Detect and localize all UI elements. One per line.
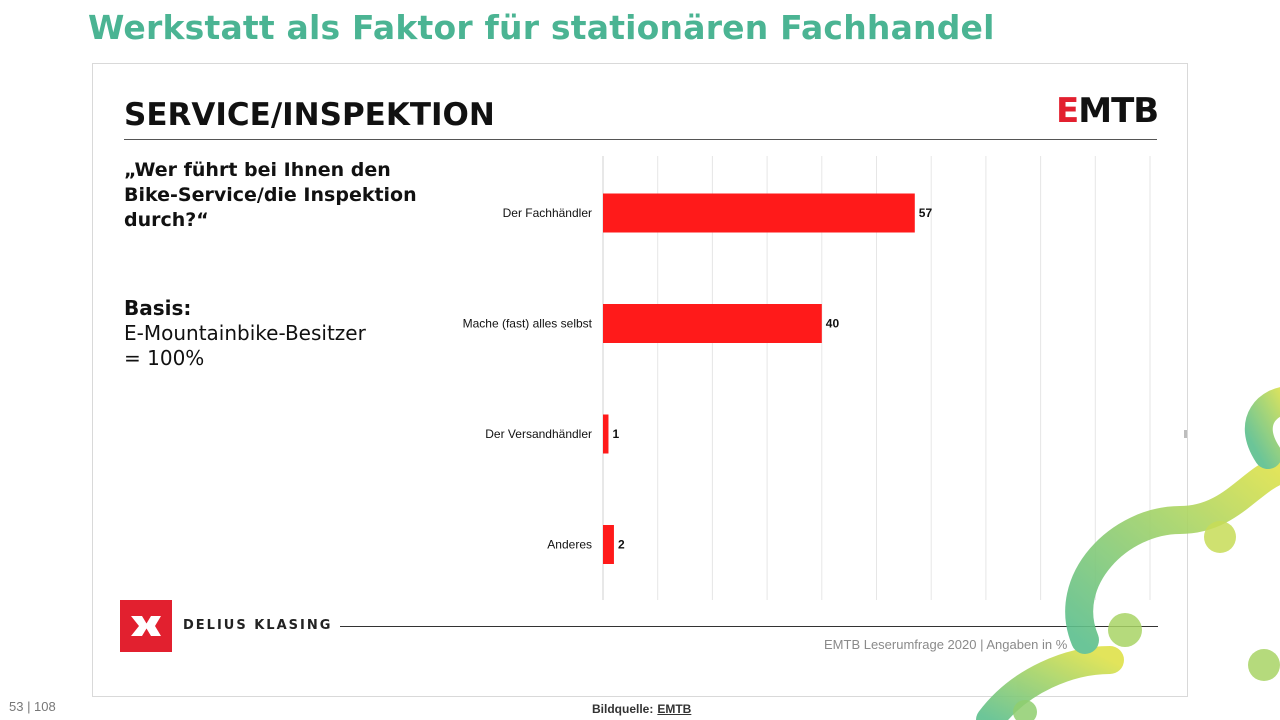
bar bbox=[603, 525, 614, 564]
data-label: 40 bbox=[826, 317, 840, 331]
basis-label: Basis: bbox=[124, 296, 192, 320]
chain-hole-shape bbox=[1204, 521, 1236, 553]
category-label: Mache (fast) alles selbst bbox=[463, 317, 593, 331]
chain-link-shape bbox=[1244, 387, 1280, 469]
basis-line-2: = 100% bbox=[124, 346, 205, 370]
basis-line-1: E-Mountainbike-Besitzer bbox=[124, 321, 366, 345]
scroll-marker bbox=[1184, 430, 1187, 438]
chain-hole-shape bbox=[1248, 649, 1280, 681]
bar bbox=[603, 414, 609, 454]
data-label: 57 bbox=[919, 206, 933, 220]
basis-block: Basis: E-Mountainbike-Besitzer = 100% bbox=[124, 296, 366, 371]
category-label: Der Versandhändler bbox=[485, 427, 592, 441]
category-label: Anderes bbox=[547, 538, 592, 552]
heading-divider bbox=[124, 139, 1157, 140]
footer-divider bbox=[340, 626, 1158, 627]
survey-question: „Wer führt bei Ihnen den Bike-Service/di… bbox=[124, 159, 417, 231]
dk-mark-icon bbox=[131, 616, 161, 636]
page-title: Werkstatt als Faktor für stationären Fac… bbox=[88, 8, 995, 47]
page-number: 53 | 108 bbox=[9, 699, 56, 714]
delius-klasing-logo bbox=[120, 600, 172, 652]
slide-image: SERVICE/INSPEKTION EMTB „Wer führt bei I… bbox=[92, 63, 1188, 697]
publisher-name: DELIUS KLASING bbox=[183, 618, 333, 633]
image-credit: Bildquelle: EMTB bbox=[592, 702, 692, 716]
bar bbox=[603, 304, 822, 343]
category-label: Der Fachhändler bbox=[503, 206, 592, 220]
image-credit-link[interactable]: EMTB bbox=[657, 702, 692, 716]
bar-chart: Der Fachhändler 57 Mache (fast) alles selb… bbox=[463, 156, 1151, 600]
bar bbox=[603, 193, 915, 233]
chain-hole-shape bbox=[1013, 700, 1037, 720]
data-label: 1 bbox=[612, 427, 619, 441]
source-note: EMTB Leserumfrage 2020 | Angaben in % bbox=[824, 637, 1068, 652]
data-label: 2 bbox=[618, 538, 625, 552]
emtb-logo: EMTB bbox=[1056, 91, 1159, 131]
slide-heading: SERVICE/INSPEKTION bbox=[124, 97, 495, 133]
